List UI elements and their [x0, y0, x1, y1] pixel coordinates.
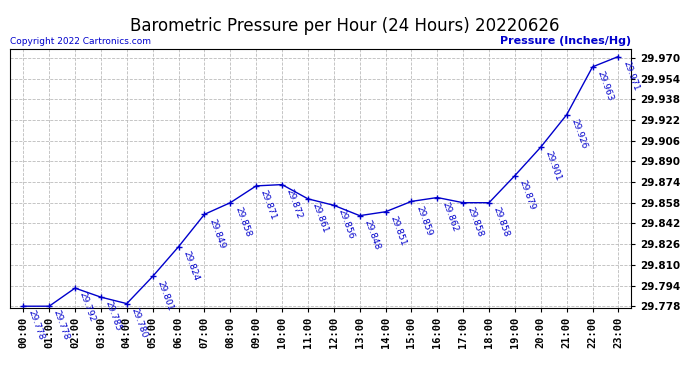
Text: 29.872: 29.872 — [285, 188, 304, 220]
Text: Pressure (Inches/Hg): Pressure (Inches/Hg) — [500, 36, 631, 46]
Text: 29.862: 29.862 — [440, 200, 460, 233]
Text: 29.778: 29.778 — [52, 309, 71, 342]
Text: 29.824: 29.824 — [181, 249, 201, 282]
Text: 29.971: 29.971 — [621, 59, 640, 92]
Text: 29.785: 29.785 — [104, 300, 123, 333]
Text: 29.858: 29.858 — [466, 206, 485, 238]
Text: 29.801: 29.801 — [155, 279, 175, 312]
Text: 29.926: 29.926 — [569, 117, 589, 150]
Text: 29.792: 29.792 — [78, 291, 97, 323]
Text: Barometric Pressure per Hour (24 Hours) 20220626: Barometric Pressure per Hour (24 Hours) … — [130, 17, 560, 35]
Text: 29.871: 29.871 — [259, 189, 278, 221]
Text: 29.858: 29.858 — [492, 206, 511, 238]
Text: 29.851: 29.851 — [388, 214, 408, 247]
Text: 29.858: 29.858 — [233, 206, 253, 238]
Text: 29.859: 29.859 — [414, 204, 433, 237]
Text: 29.780: 29.780 — [130, 306, 149, 339]
Text: 29.778: 29.778 — [26, 309, 46, 342]
Text: 29.849: 29.849 — [207, 217, 226, 250]
Text: 29.856: 29.856 — [337, 208, 356, 241]
Text: 29.901: 29.901 — [544, 150, 563, 183]
Text: 29.963: 29.963 — [595, 70, 615, 102]
Text: 29.848: 29.848 — [362, 218, 382, 251]
Text: 29.861: 29.861 — [310, 202, 330, 234]
Text: 29.879: 29.879 — [518, 178, 537, 211]
Text: Copyright 2022 Cartronics.com: Copyright 2022 Cartronics.com — [10, 37, 151, 46]
